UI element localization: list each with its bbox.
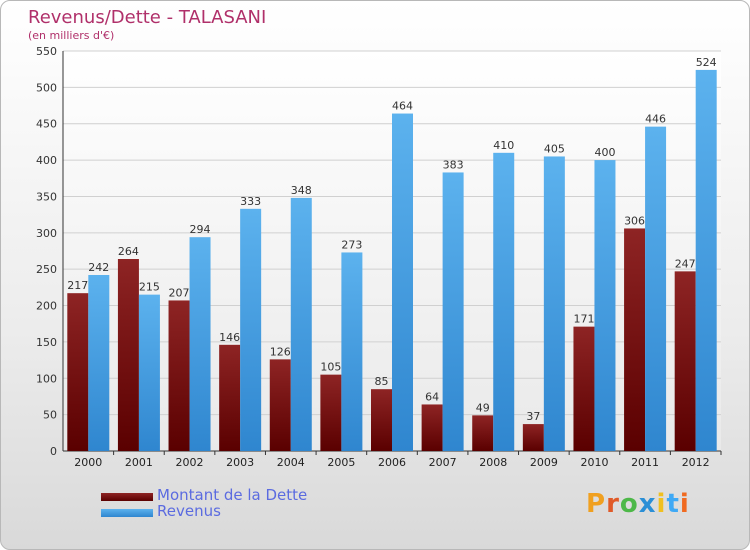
bar-revenus bbox=[138, 294, 160, 451]
data-label-debt: 105 bbox=[320, 361, 341, 374]
logo-letter: i bbox=[656, 489, 667, 519]
data-label-debt: 85 bbox=[375, 375, 389, 388]
data-label-debt: 306 bbox=[624, 214, 645, 227]
logo-letter: r bbox=[606, 489, 620, 519]
y-tick-label: 0 bbox=[50, 445, 57, 458]
x-tick-label: 2004 bbox=[277, 456, 305, 469]
data-label-debt: 126 bbox=[270, 345, 291, 358]
x-tick-label: 2001 bbox=[125, 456, 153, 469]
proxiti-logo: Proxiti bbox=[586, 489, 690, 519]
x-tick-label: 2010 bbox=[580, 456, 608, 469]
logo-letter: P bbox=[586, 489, 607, 519]
data-label-debt: 217 bbox=[67, 279, 88, 292]
bar-debt bbox=[269, 359, 291, 451]
y-tick-label: 150 bbox=[36, 336, 57, 349]
bar-debt bbox=[117, 259, 139, 451]
bar-revenus bbox=[290, 197, 312, 451]
y-tick-label: 300 bbox=[36, 227, 57, 240]
x-tick-label: 2006 bbox=[378, 456, 406, 469]
bar-debt bbox=[168, 300, 190, 451]
bar-debt bbox=[624, 228, 646, 451]
data-label-revenus: 242 bbox=[88, 261, 109, 274]
data-label-revenus: 383 bbox=[443, 158, 464, 171]
data-label-revenus: 524 bbox=[696, 56, 717, 69]
bar-debt bbox=[219, 344, 241, 451]
logo-letter: o bbox=[619, 489, 639, 519]
bar-revenus bbox=[240, 208, 262, 451]
bar-debt bbox=[573, 326, 595, 451]
y-tick-label: 250 bbox=[36, 263, 57, 276]
x-tick-label: 2002 bbox=[176, 456, 204, 469]
data-label-revenus: 294 bbox=[190, 223, 211, 236]
bar-revenus bbox=[594, 160, 616, 451]
bar-debt bbox=[421, 404, 443, 451]
bar-revenus bbox=[88, 275, 110, 451]
bar-debt bbox=[522, 424, 544, 451]
bar-revenus bbox=[645, 126, 667, 452]
y-tick-label: 400 bbox=[36, 154, 57, 167]
x-tick-label: 2005 bbox=[327, 456, 355, 469]
data-label-revenus: 215 bbox=[139, 281, 160, 294]
data-label-debt: 207 bbox=[169, 286, 190, 299]
y-tick-label: 100 bbox=[36, 372, 57, 385]
data-label-revenus: 273 bbox=[341, 238, 362, 251]
bar-debt bbox=[320, 374, 342, 451]
logo-letter: i bbox=[679, 489, 690, 519]
data-label-debt: 146 bbox=[219, 331, 240, 344]
chart-subtitle: (en milliers d'€) bbox=[28, 29, 115, 42]
bar-revenus bbox=[341, 252, 363, 451]
bar-debt bbox=[371, 389, 392, 451]
bar-debt bbox=[472, 415, 494, 451]
data-label-debt: 171 bbox=[573, 313, 594, 326]
y-tick-label: 450 bbox=[36, 118, 57, 131]
data-label-revenus: 405 bbox=[544, 142, 565, 155]
x-tick-label: 2000 bbox=[74, 456, 102, 469]
legend-label-debt: Montant de la Dette bbox=[157, 486, 308, 504]
y-tick-label: 550 bbox=[36, 45, 57, 58]
legend-label-revenus: Revenus bbox=[157, 502, 221, 520]
y-tick-label: 500 bbox=[36, 81, 57, 94]
logo-letter: t bbox=[666, 489, 680, 519]
data-label-revenus: 348 bbox=[291, 184, 312, 197]
data-label-debt: 264 bbox=[118, 245, 139, 258]
data-label-revenus: 464 bbox=[392, 100, 413, 113]
data-label-debt: 49 bbox=[476, 401, 490, 414]
data-label-debt: 37 bbox=[526, 410, 540, 423]
bar-revenus bbox=[189, 237, 211, 451]
data-label-revenus: 400 bbox=[594, 146, 615, 159]
bar-revenus bbox=[442, 172, 464, 452]
bar-revenus bbox=[543, 156, 565, 452]
x-tick-label: 2009 bbox=[530, 456, 558, 469]
x-tick-label: 2007 bbox=[429, 456, 457, 469]
data-label-debt: 64 bbox=[425, 390, 439, 403]
data-label-revenus: 333 bbox=[240, 195, 261, 208]
bar-debt bbox=[674, 271, 696, 451]
logo-letter: x bbox=[638, 489, 657, 519]
bar-debt bbox=[67, 293, 89, 451]
x-tick-label: 2008 bbox=[479, 456, 507, 469]
data-label-debt: 247 bbox=[675, 257, 696, 270]
data-label-revenus: 446 bbox=[645, 113, 666, 126]
x-tick-label: 2003 bbox=[226, 456, 254, 469]
bar-revenus bbox=[392, 113, 413, 451]
y-tick-label: 200 bbox=[36, 300, 57, 313]
legend-swatch-revenus bbox=[101, 509, 153, 517]
chart-title: Revenus/Dette - TALASANI bbox=[28, 7, 267, 28]
bar-revenus bbox=[493, 152, 515, 451]
x-tick-label: 2011 bbox=[631, 456, 659, 469]
legend-swatch-debt bbox=[101, 493, 153, 501]
x-tick-label: 2012 bbox=[682, 456, 710, 469]
y-tick-label: 350 bbox=[36, 190, 57, 203]
data-label-revenus: 410 bbox=[493, 139, 514, 152]
y-tick-label: 50 bbox=[43, 409, 57, 422]
bar-revenus bbox=[695, 69, 717, 451]
